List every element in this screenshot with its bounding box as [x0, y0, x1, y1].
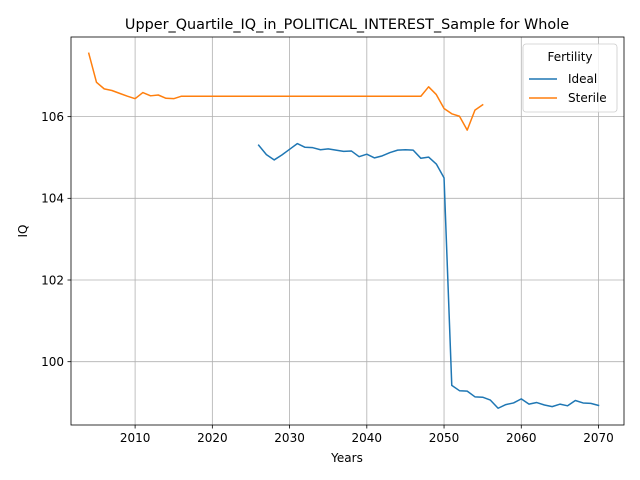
series-line-sterile	[87, 52, 484, 131]
y-axis: 100 102 104 106	[41, 110, 71, 369]
y-tick-label: 102	[41, 273, 64, 287]
series-lines	[87, 52, 600, 409]
x-tick-label: 2040	[352, 431, 383, 445]
x-tick-label: 2050	[429, 431, 460, 445]
legend-label-ideal: Ideal	[568, 72, 597, 86]
x-tick-label: 2060	[506, 431, 537, 445]
x-axis-label: Years	[330, 451, 363, 465]
legend-label-sterile: Sterile	[568, 91, 607, 105]
x-tick-label: 2010	[120, 431, 151, 445]
y-tick-label: 100	[41, 355, 64, 369]
legend-title: Fertility	[547, 50, 592, 64]
x-tick-label: 2030	[274, 431, 305, 445]
x-tick-label: 2020	[197, 431, 228, 445]
y-axis-label: IQ	[16, 225, 30, 238]
legend-box	[522, 43, 618, 113]
series-line-ideal	[257, 142, 600, 409]
grid-lines	[71, 37, 624, 425]
y-tick-label: 104	[41, 192, 64, 206]
legend: Fertility Ideal Sterile	[522, 43, 618, 113]
x-axis: 2010 2020 2030 2040 2050 2060 2070	[120, 425, 614, 445]
plot-frame	[70, 36, 625, 426]
x-tick-label: 2070	[583, 431, 614, 445]
y-tick-label: 106	[41, 110, 64, 124]
chart-title: Upper_Quartile_IQ_in_POLITICAL_INTEREST_…	[125, 17, 569, 33]
